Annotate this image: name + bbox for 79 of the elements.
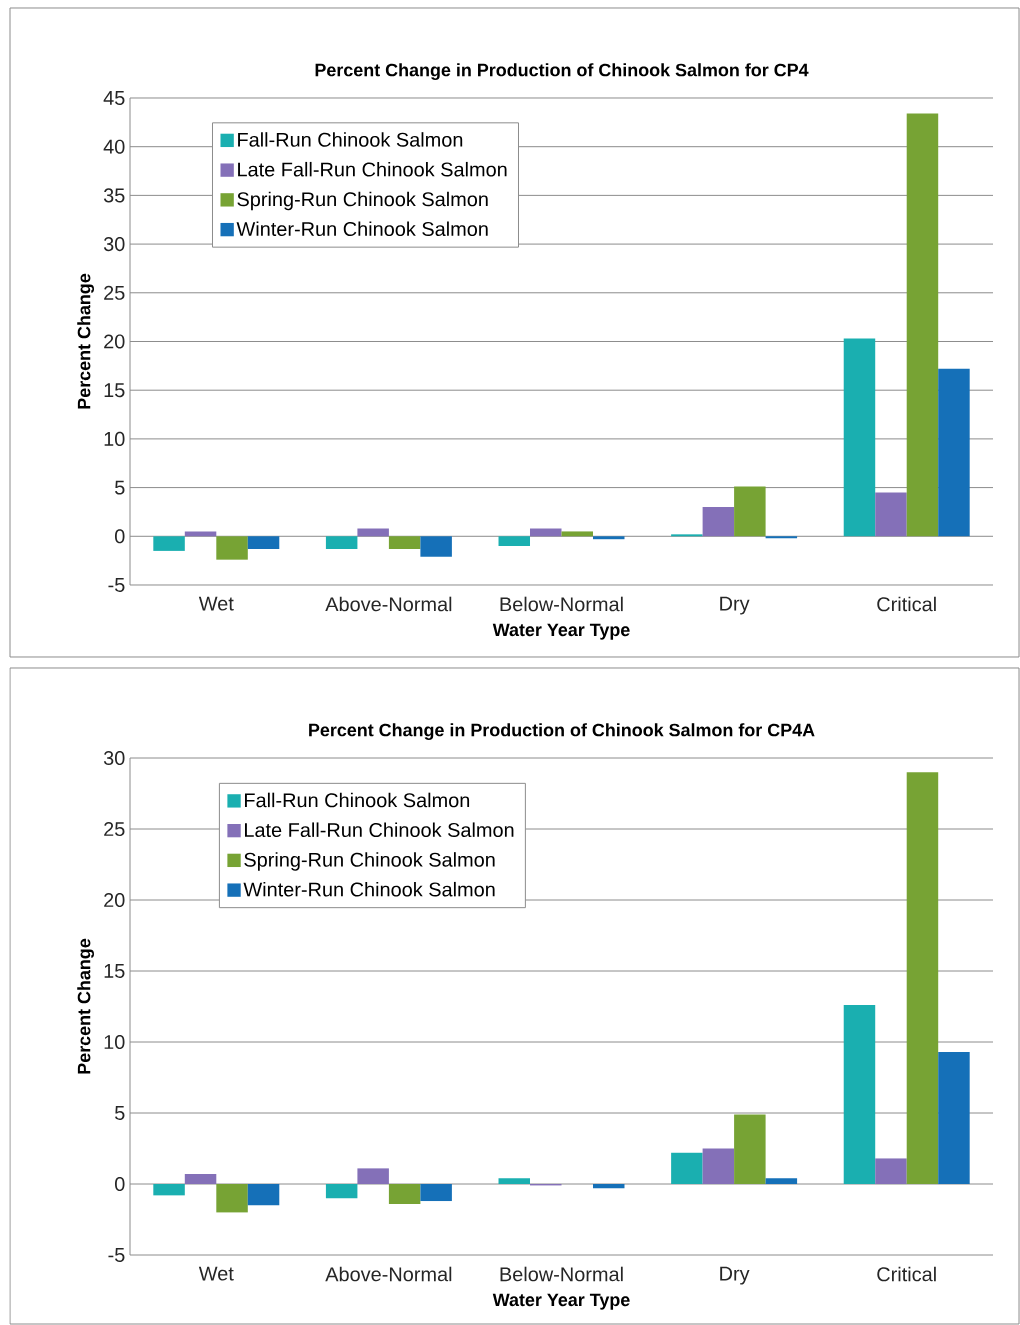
y-tick-label: 5 (115, 480, 125, 495)
x-axis-title: Water Year Type (492, 623, 630, 640)
bar (734, 1114, 766, 1184)
x-axis-title: Water Year Type (492, 1293, 630, 1310)
bar (765, 1178, 798, 1184)
y-tick-label: 5 (115, 1106, 125, 1120)
bar (593, 536, 625, 540)
y-tick-label: -5 (108, 578, 125, 592)
y-tick-label: 15 (104, 383, 125, 398)
bar (420, 1184, 452, 1202)
x-tick-label: Below-Normal (500, 1266, 623, 1282)
y-tick-label: 45 (103, 91, 125, 105)
y-tick-label: 10 (104, 431, 125, 446)
bar (184, 531, 217, 537)
bar (875, 492, 907, 537)
bar (357, 528, 389, 537)
y-tick-label: -5 (108, 1248, 125, 1262)
y-tick-label: 0 (115, 1176, 125, 1192)
x-tick-label: Below-Normal (500, 596, 623, 612)
x-tick-label: Dry (720, 1266, 750, 1285)
y-tick-label: 0 (115, 529, 125, 544)
bar (325, 536, 358, 549)
y-tick-label: 20 (104, 334, 125, 349)
legend-label: Spring-Run Chinook Salmon (244, 852, 495, 871)
bar (843, 1005, 876, 1184)
bar (906, 772, 939, 1184)
legend-label: Late Fall-Run Chinook Salmon (245, 822, 514, 838)
y-tick-label: 15 (104, 964, 125, 978)
x-tick-label: Above-Normal (325, 1266, 452, 1282)
y-tick-label: 40 (103, 139, 125, 154)
legend-label: Late Fall-Run Chinook Salmon (238, 161, 507, 177)
y-tick-label: 30 (103, 237, 125, 252)
bar (153, 1184, 185, 1196)
x-tick-label: Critical (877, 1266, 936, 1282)
bar (357, 1168, 389, 1184)
y-tick-label: 20 (104, 892, 125, 908)
chart-title: Percent Change in Production of Chinook Salmon for CP4A (309, 723, 815, 740)
bar (906, 113, 939, 537)
bar (153, 536, 185, 551)
bar (593, 1184, 625, 1189)
y-tick-label: 10 (104, 1034, 125, 1050)
y-axis-title: Percent Change (77, 938, 95, 1074)
legend-label: Winter-Run Chinook Salmon (243, 881, 495, 897)
x-tick-label: Critical (877, 596, 936, 612)
x-tick-label: Wet (198, 1266, 234, 1281)
legend-label: Winter-Run Chinook Salmon (236, 221, 488, 237)
bar (388, 536, 421, 549)
y-tick-label: 25 (104, 285, 125, 300)
bar (561, 531, 593, 537)
bar (388, 1184, 421, 1204)
bar (938, 1051, 970, 1184)
bar (247, 536, 280, 549)
legend-label: Fall-Run Chinook Salmon (245, 792, 470, 808)
chart-title: Percent Change in Production of Chinook Salmon for CP4 (315, 63, 809, 80)
y-tick-label: 30 (103, 750, 125, 766)
bar (184, 1174, 217, 1184)
bar (938, 368, 970, 537)
x-tick-label: Above-Normal (325, 596, 452, 612)
legend-label: Spring-Run Chinook Salmon (237, 191, 488, 211)
legend-label: Fall-Run Chinook Salmon (238, 132, 463, 147)
bar (734, 486, 766, 537)
bar (843, 338, 876, 537)
bar (702, 1148, 735, 1184)
bar (702, 507, 735, 537)
bar (247, 1184, 280, 1206)
bar (530, 528, 562, 537)
x-tick-label: Dry (720, 596, 750, 615)
bar (875, 1158, 907, 1184)
y-axis-title: Percent Change (77, 273, 95, 409)
y-tick-label: 25 (104, 821, 125, 837)
bar (325, 1184, 358, 1199)
bar (671, 1152, 703, 1184)
bar (498, 536, 531, 547)
bar (498, 1178, 531, 1184)
bar (216, 1184, 248, 1213)
y-tick-label: 35 (103, 188, 125, 203)
bar (420, 536, 452, 557)
x-tick-label: Wet (198, 596, 234, 611)
bar (216, 536, 248, 560)
